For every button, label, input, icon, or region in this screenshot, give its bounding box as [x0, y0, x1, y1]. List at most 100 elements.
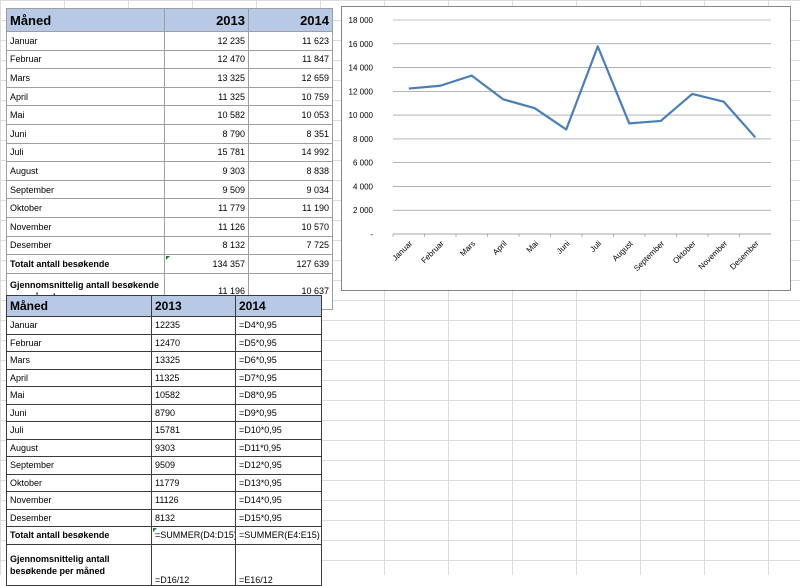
- total-cell[interactable]: 127 639: [248, 254, 333, 274]
- value-2013-cell[interactable]: 9 303: [164, 161, 249, 181]
- month-cell[interactable]: August: [6, 161, 165, 181]
- data-point[interactable]: [722, 100, 726, 104]
- value-2013-cell[interactable]: 11779: [151, 473, 236, 492]
- average-cell[interactable]: =D16/12: [151, 543, 236, 586]
- month-cell[interactable]: August: [6, 438, 152, 457]
- value-2014-cell[interactable]: =D14*0,95: [235, 491, 322, 510]
- value-2014-cell[interactable]: =D11*0,95: [235, 438, 322, 457]
- value-2013-cell[interactable]: 11126: [151, 491, 236, 510]
- data-point[interactable]: [627, 121, 631, 125]
- value-2014-cell[interactable]: 8 351: [248, 123, 333, 144]
- month-cell[interactable]: September: [6, 456, 152, 475]
- value-2014-cell[interactable]: 8 838: [248, 161, 333, 181]
- value-2013-cell[interactable]: 8132: [151, 508, 236, 527]
- data-point[interactable]: [659, 119, 663, 123]
- month-cell[interactable]: Mai: [6, 386, 152, 405]
- value-2013-cell[interactable]: 15781: [151, 421, 236, 440]
- header-month[interactable]: Måned: [6, 8, 165, 32]
- value-2013-cell[interactable]: 9 509: [164, 179, 249, 200]
- month-cell[interactable]: November: [6, 216, 165, 237]
- header-month[interactable]: Måned: [6, 295, 152, 317]
- value-2014-cell[interactable]: 10 053: [248, 105, 333, 125]
- month-cell[interactable]: Desember: [6, 508, 152, 527]
- month-cell[interactable]: Juni: [6, 403, 152, 422]
- month-cell[interactable]: Januar: [6, 31, 165, 51]
- total-label[interactable]: Totalt antall besøkende: [6, 526, 152, 545]
- chart-frame[interactable]: [341, 6, 791, 291]
- value-2014-cell[interactable]: =D8*0,95: [235, 386, 322, 405]
- value-2014-cell[interactable]: 10 570: [248, 216, 333, 237]
- value-2013-cell[interactable]: 11 126: [164, 216, 249, 237]
- value-2013-cell[interactable]: 10 582: [164, 105, 249, 125]
- value-2014-cell[interactable]: =D12*0,95: [235, 456, 322, 475]
- value-2014-cell[interactable]: =D13*0,95: [235, 473, 322, 492]
- data-point[interactable]: [501, 97, 505, 101]
- data-point[interactable]: [596, 44, 600, 48]
- value-2013-cell[interactable]: 11325: [151, 368, 236, 387]
- value-2014-cell[interactable]: =D4*0,95: [235, 316, 322, 335]
- value-2014-cell[interactable]: 7 725: [248, 235, 333, 256]
- value-2014-cell[interactable]: =D9*0,95: [235, 403, 322, 422]
- value-2013-cell[interactable]: 12235: [151, 316, 236, 335]
- value-2013-cell[interactable]: 11 779: [164, 198, 249, 218]
- month-cell[interactable]: Oktober: [6, 198, 165, 218]
- data-point[interactable]: [438, 84, 442, 88]
- value-2014-cell[interactable]: 10 759: [248, 86, 333, 107]
- value-2014-cell[interactable]: =D6*0,95: [235, 351, 322, 370]
- value-2013-cell[interactable]: 12 470: [164, 49, 249, 70]
- month-cell[interactable]: Juli: [6, 421, 152, 440]
- value-2014-cell[interactable]: 11 190: [248, 198, 333, 218]
- month-cell[interactable]: November: [6, 491, 152, 510]
- value-2013-cell[interactable]: 13325: [151, 351, 236, 370]
- average-label[interactable]: Gjennomsnittelig antall besøkende per må…: [6, 543, 152, 586]
- month-cell[interactable]: Juni: [6, 123, 165, 144]
- month-cell[interactable]: Mars: [6, 68, 165, 88]
- value-2013-cell[interactable]: 12 235: [164, 31, 249, 51]
- header-2014[interactable]: 2014: [248, 8, 333, 32]
- header-2013[interactable]: 2013: [151, 295, 236, 317]
- series-line[interactable]: [408, 45, 757, 139]
- month-cell[interactable]: Februar: [6, 49, 165, 70]
- month-cell[interactable]: Januar: [6, 316, 152, 335]
- value-2013-cell[interactable]: 8 132: [164, 235, 249, 256]
- header-2013[interactable]: 2013: [164, 8, 249, 32]
- average-cell[interactable]: =E16/12: [235, 543, 322, 586]
- value-2013-cell[interactable]: 11 325: [164, 86, 249, 107]
- month-cell[interactable]: Desember: [6, 235, 165, 256]
- data-point[interactable]: [753, 135, 757, 139]
- value-2014-cell[interactable]: 11 847: [248, 49, 333, 70]
- value-2014-cell[interactable]: =D15*0,95: [235, 508, 322, 527]
- total-cell[interactable]: =SUMMER(D4:D15): [151, 526, 236, 545]
- line-chart[interactable]: - 2 000 4 000 6 000 8 000 10 000 12 000 14 000 1…: [341, 6, 791, 291]
- value-2013-cell[interactable]: 9509: [151, 456, 236, 475]
- value-2013-cell[interactable]: 8790: [151, 403, 236, 422]
- header-2014[interactable]: 2014: [235, 295, 322, 317]
- value-2014-cell[interactable]: =D7*0,95: [235, 368, 322, 387]
- value-2013-cell[interactable]: 8 790: [164, 123, 249, 144]
- total-cell[interactable]: 134 357: [164, 254, 249, 274]
- value-2014-cell[interactable]: =D10*0,95: [235, 421, 322, 440]
- value-2014-cell[interactable]: =D5*0,95: [235, 333, 322, 352]
- value-2013-cell[interactable]: 13 325: [164, 68, 249, 88]
- month-cell[interactable]: Oktober: [6, 473, 152, 492]
- value-2013-cell[interactable]: 9303: [151, 438, 236, 457]
- value-2013-cell[interactable]: 10582: [151, 386, 236, 405]
- data-point[interactable]: [407, 87, 411, 91]
- total-cell[interactable]: =SUMMER(E4:E15): [235, 526, 322, 545]
- data-point[interactable]: [690, 92, 694, 96]
- month-cell[interactable]: September: [6, 179, 165, 200]
- value-2014-cell[interactable]: 14 992: [248, 142, 333, 163]
- data-point[interactable]: [470, 74, 474, 78]
- month-cell[interactable]: Februar: [6, 333, 152, 352]
- value-2013-cell[interactable]: 12470: [151, 333, 236, 352]
- data-point[interactable]: [533, 106, 537, 110]
- value-2014-cell[interactable]: 12 659: [248, 68, 333, 88]
- month-cell[interactable]: April: [6, 368, 152, 387]
- total-label[interactable]: Totalt antall besøkende: [6, 254, 165, 274]
- month-cell[interactable]: Mars: [6, 351, 152, 370]
- month-cell[interactable]: Juli: [6, 142, 165, 163]
- data-point[interactable]: [564, 127, 568, 131]
- value-2013-cell[interactable]: 15 781: [164, 142, 249, 163]
- month-cell[interactable]: April: [6, 86, 165, 107]
- value-2014-cell[interactable]: 11 623: [248, 31, 333, 51]
